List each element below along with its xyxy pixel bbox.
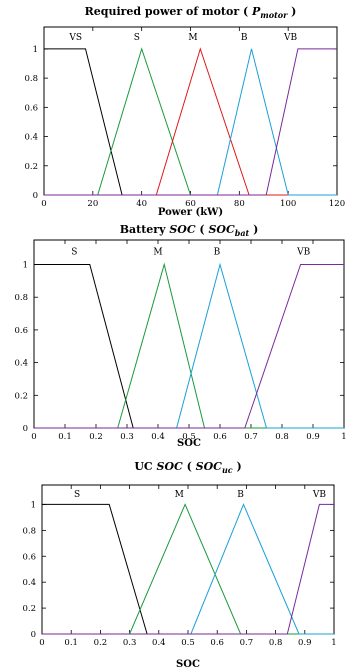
x-tick-label: 1 (331, 638, 336, 648)
y-tick-label: 0.8 (14, 293, 28, 303)
y-tick-label: 0.8 (24, 74, 38, 84)
y-tick-label: 1 (23, 261, 28, 271)
y-tick-label: 0.4 (22, 578, 36, 588)
x-tick-label: 0.5 (182, 432, 196, 442)
y-tick-label: 0.4 (14, 359, 28, 369)
chart-title: Battery SOC ( SOCbat ) (120, 223, 259, 238)
axes-frame (33, 239, 345, 429)
y-tick-label: 1 (31, 500, 36, 510)
x-axis-label: Power (kW) (158, 207, 223, 218)
x-tick-label: 60 (185, 199, 196, 209)
x-tick-label: 0.2 (89, 432, 103, 442)
y-tick-label: 0.6 (22, 552, 36, 562)
y-tick-label: 0 (23, 424, 28, 434)
series-b (42, 503, 334, 635)
x-tick-label: 0 (41, 199, 46, 209)
mf-label-vb: VB (312, 490, 326, 500)
y-tick-label: 0.4 (24, 133, 38, 143)
x-tick-label: 40 (136, 199, 147, 209)
x-tick-label: 120 (329, 199, 345, 209)
x-axis-label: SOC (177, 438, 201, 449)
mf-label-b: B (214, 247, 221, 257)
mf-label-m: M (175, 490, 184, 500)
x-tick-label: 0.3 (123, 638, 137, 648)
axes-frame (43, 26, 338, 196)
y-tick-label: 0.8 (22, 526, 36, 536)
mf-label-vb: VB (296, 247, 310, 257)
mf-label-s: S (134, 33, 140, 43)
x-tick-label: 0.9 (306, 432, 320, 442)
x-tick-label: 80 (234, 199, 245, 209)
mf-label-vb: VB (283, 33, 297, 43)
x-tick-label: 0.1 (58, 432, 72, 442)
x-tick-label: 0.4 (152, 638, 166, 648)
x-tick-label: 1 (341, 432, 346, 442)
y-tick-label: 0 (31, 630, 36, 640)
mf-label-s: S (74, 490, 80, 500)
x-tick-label: 20 (87, 199, 98, 209)
y-tick-label: 0.6 (14, 326, 28, 336)
x-tick-label: 0.6 (210, 638, 224, 648)
chart-title: Required power of motor ( Pmotor ) (85, 5, 297, 20)
chart-3: UC SOC ( SOCuc ) 0 0.2 0.4 0.6 0.8 1 0 0.1 0.2 0.3… (22, 460, 336, 670)
x-tick-label: 0.1 (64, 638, 78, 648)
x-tick-label: 0.8 (275, 432, 289, 442)
series-vb (34, 264, 344, 429)
x-axis-label: SOC (176, 659, 200, 670)
y-tick-label: 0.2 (14, 391, 28, 401)
x-tick-label: 0.2 (94, 638, 108, 648)
axes-frame (41, 484, 335, 635)
y-tick-label: 0.6 (24, 103, 38, 113)
y-tick-label: 0.2 (22, 604, 36, 614)
series-vb (44, 48, 337, 196)
x-tick-label: 100 (280, 199, 296, 209)
mf-label-b: B (237, 490, 244, 500)
x-tick-label: 0.3 (120, 432, 134, 442)
series-vb (42, 503, 334, 635)
x-tick-label: 0.7 (244, 432, 258, 442)
mf-label-m: M (188, 33, 197, 43)
x-tick-label: 0 (39, 638, 44, 648)
chart-2: Battery SOC ( SOCbat ) 0 0.2 0.4 0.6 0.8 1 0 0.1… (14, 223, 346, 449)
y-tick-label: 0 (33, 191, 38, 201)
x-tick-label: 0.7 (240, 638, 254, 648)
x-tick-label: 0.4 (151, 432, 165, 442)
y-tick-label: 1 (33, 45, 38, 55)
x-tick-label: 0.5 (181, 638, 195, 648)
x-tick-label: 0.8 (269, 638, 283, 648)
series-m (34, 262, 344, 429)
mf-label-s: S (71, 247, 77, 257)
mf-label-m: M (153, 247, 162, 257)
x-tick-label: 0 (31, 432, 36, 442)
mf-label-vs: VS (68, 33, 82, 43)
x-tick-label: 0.6 (213, 432, 227, 442)
x-tick-label: 0.9 (298, 638, 312, 648)
series-s (34, 264, 344, 429)
series-b (34, 262, 344, 429)
chart-1: Required power of motor ( Pmotor ) 0 0.2 0.… (24, 5, 345, 218)
mf-label-b: B (241, 33, 248, 43)
y-tick-label: 0.2 (24, 162, 38, 172)
chart-title: UC SOC ( SOCuc ) (134, 460, 241, 475)
